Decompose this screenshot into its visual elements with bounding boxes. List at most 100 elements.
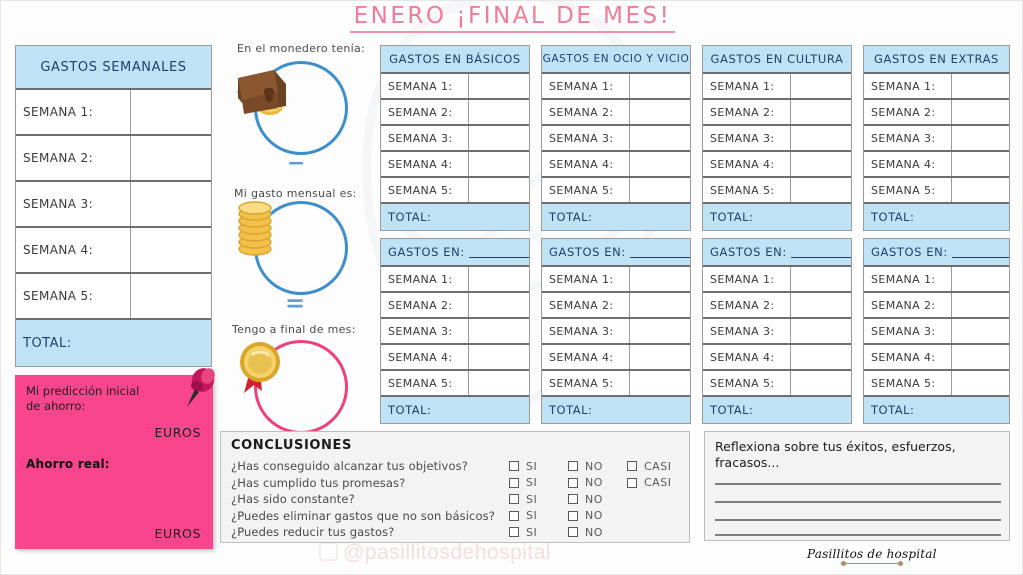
table-row[interactable]: SEMANA 3:	[864, 126, 1009, 152]
reflection-panel[interactable]: Reflexiona sobre tus éxitos, esfuerzos, f…	[704, 431, 1010, 541]
checkbox[interactable]	[568, 461, 578, 472]
table-row[interactable]: SEMANA 1:	[381, 267, 529, 293]
row-value-cell[interactable]	[791, 319, 851, 343]
table-row[interactable]: SEMANA 5:	[381, 178, 529, 204]
row-value-cell[interactable]	[791, 74, 851, 98]
total-value-cell[interactable]	[469, 204, 529, 230]
category-table-header[interactable]: GASTOS EN:	[542, 239, 690, 267]
table-row[interactable]: SEMANA 4:	[703, 345, 851, 371]
writing-line[interactable]	[715, 534, 1001, 536]
table-row[interactable]: SEMANA 2:	[864, 293, 1009, 319]
table-row-total[interactable]: TOTAL:	[381, 397, 529, 423]
row-value-cell[interactable]	[952, 74, 1009, 98]
table-row-total[interactable]: TOTAL:	[864, 204, 1009, 230]
table-row[interactable]: SEMANA 5:	[381, 371, 529, 397]
checkbox[interactable]	[568, 494, 578, 505]
row-value-cell[interactable]	[630, 126, 690, 150]
checkbox[interactable]	[627, 477, 637, 488]
table-row[interactable]: SEMANA 5:	[703, 178, 851, 204]
table-row[interactable]: SEMANA 4:	[542, 152, 690, 178]
option-si[interactable]: SI	[509, 509, 568, 522]
option-no[interactable]: NO	[568, 526, 627, 539]
category-table-header[interactable]: GASTOS EN:	[703, 239, 851, 267]
row-value-cell[interactable]	[791, 267, 851, 291]
total-value-cell[interactable]	[630, 204, 690, 230]
table-row[interactable]: SEMANA 1:	[381, 74, 529, 100]
table-row[interactable]: SEMANA 3:	[864, 319, 1009, 345]
total-value-cell[interactable]	[791, 204, 851, 230]
table-row[interactable]: SEMANA 4:	[381, 345, 529, 371]
header-blank-line[interactable]	[790, 246, 851, 258]
table-row[interactable]: SEMANA 3:	[16, 182, 211, 228]
table-row[interactable]: SEMANA 2:	[542, 293, 690, 319]
row-value-cell[interactable]	[630, 345, 690, 369]
savings-prediction-note[interactable]: Mi predicción inicial de ahorro: EUROS Ah…	[15, 368, 215, 549]
row-value-cell[interactable]	[952, 178, 1009, 202]
writing-line[interactable]	[715, 483, 1001, 485]
table-row[interactable]: SEMANA 2:	[16, 136, 211, 182]
checkbox[interactable]	[568, 510, 578, 521]
row-value-cell[interactable]	[630, 293, 690, 317]
option-si[interactable]: SI	[509, 476, 568, 489]
row-value-cell[interactable]	[131, 136, 211, 180]
total-value-cell[interactable]	[952, 204, 1009, 230]
checkbox[interactable]	[627, 461, 637, 472]
option-si[interactable]: SI	[509, 460, 568, 473]
writing-line[interactable]	[715, 501, 1001, 503]
row-value-cell[interactable]	[630, 152, 690, 176]
checkbox[interactable]	[509, 477, 519, 488]
header-blank-line[interactable]	[951, 246, 1009, 258]
category-table-header[interactable]: GASTOS EN:	[864, 239, 1009, 267]
row-value-cell[interactable]	[791, 178, 851, 202]
table-row[interactable]: SEMANA 4:	[542, 345, 690, 371]
checkbox[interactable]	[509, 461, 519, 472]
table-row[interactable]: SEMANA 5:	[542, 178, 690, 204]
total-value-cell[interactable]	[131, 320, 211, 366]
row-value-cell[interactable]	[952, 371, 1009, 395]
row-value-cell[interactable]	[469, 267, 529, 291]
option-no[interactable]: NO	[568, 460, 627, 473]
table-row[interactable]: SEMANA 1:	[864, 74, 1009, 100]
row-value-cell[interactable]	[952, 100, 1009, 124]
table-row[interactable]: SEMANA 3:	[381, 319, 529, 345]
row-value-cell[interactable]	[630, 74, 690, 98]
table-row[interactable]: SEMANA 4:	[381, 152, 529, 178]
option-casi[interactable]: CASI	[627, 460, 686, 473]
row-value-cell[interactable]	[469, 319, 529, 343]
table-row[interactable]: SEMANA 4:	[703, 152, 851, 178]
row-value-cell[interactable]	[952, 126, 1009, 150]
row-value-cell[interactable]	[469, 371, 529, 395]
option-no[interactable]: NO	[568, 476, 627, 489]
option-casi[interactable]: CASI	[627, 476, 686, 489]
row-value-cell[interactable]	[131, 90, 211, 134]
checkbox[interactable]	[509, 494, 519, 505]
option-si[interactable]: SI	[509, 526, 568, 539]
row-value-cell[interactable]	[791, 100, 851, 124]
row-value-cell[interactable]	[131, 274, 211, 318]
total-value-cell[interactable]	[469, 397, 529, 423]
row-value-cell[interactable]	[630, 267, 690, 291]
checkbox[interactable]	[568, 477, 578, 488]
total-value-cell[interactable]	[952, 397, 1009, 423]
header-blank-line[interactable]	[468, 246, 529, 258]
table-row[interactable]: SEMANA 2:	[542, 100, 690, 126]
table-row[interactable]: SEMANA 4:	[864, 152, 1009, 178]
table-row[interactable]: SEMANA 2:	[703, 293, 851, 319]
row-value-cell[interactable]	[469, 126, 529, 150]
table-row[interactable]: SEMANA 1:	[703, 267, 851, 293]
row-value-cell[interactable]	[791, 345, 851, 369]
table-row[interactable]: SEMANA 3:	[542, 319, 690, 345]
table-row-total[interactable]: TOTAL:	[381, 204, 529, 230]
category-table-header[interactable]: GASTOS EN:	[381, 239, 529, 267]
table-row[interactable]: SEMANA 3:	[542, 126, 690, 152]
table-row[interactable]: SEMANA 2:	[381, 100, 529, 126]
table-row[interactable]: SEMANA 3:	[703, 319, 851, 345]
table-row[interactable]: SEMANA 1:	[542, 74, 690, 100]
option-no[interactable]: NO	[568, 509, 627, 522]
table-row[interactable]: SEMANA 3:	[703, 126, 851, 152]
row-value-cell[interactable]	[791, 152, 851, 176]
table-row[interactable]: SEMANA 2:	[381, 293, 529, 319]
row-value-cell[interactable]	[952, 319, 1009, 343]
header-blank-line[interactable]	[629, 246, 690, 258]
row-value-cell[interactable]	[630, 100, 690, 124]
